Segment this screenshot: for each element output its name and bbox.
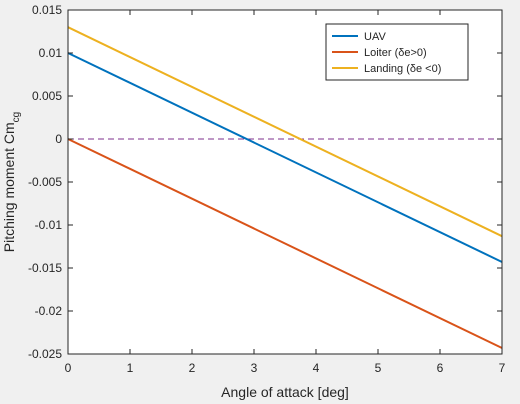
axis-ticks: 0 1 2 3 4 5 6 7 0.015 0.01 0.005 0 -0.005 -0.01 -0.015… [28, 3, 506, 375]
legend: UAV Loiter (δe>0) Landing (δe <0) [325, 23, 469, 81]
series-lines [67, 26, 503, 349]
y-tick-label: 0.015 [32, 3, 62, 17]
y-tick-label: -0.005 [28, 175, 62, 189]
x-tick-label: 7 [499, 361, 506, 375]
legend-label-2: Loiter (δe>0) [364, 47, 427, 59]
x-tick-label: 0 [65, 361, 72, 375]
y-tick-label: -0.025 [28, 347, 62, 361]
y-tick-label: -0.015 [28, 261, 62, 275]
series-line-2 [67, 138, 503, 349]
legend-label-1: UAV [364, 31, 386, 43]
x-tick-label: 1 [127, 361, 134, 375]
y-tick-label: -0.01 [35, 218, 63, 232]
y-axis-label-subscript: cg [11, 112, 22, 123]
x-axis-label: Angle of attack [deg] [221, 384, 349, 400]
y-axis-label-main: Pitching moment Cm [1, 122, 17, 252]
y-axis-label: Pitching moment Cmcg [1, 112, 22, 253]
x-tick-label: 5 [375, 361, 382, 375]
x-tick-label: 4 [313, 361, 320, 375]
y-tick-label: 0.01 [39, 46, 63, 60]
y-tick-label: 0.005 [32, 89, 62, 103]
series-line-1 [67, 52, 503, 263]
y-tick-label: 0 [55, 132, 62, 146]
x-tick-label: 6 [437, 361, 444, 375]
series-line-3 [67, 26, 503, 238]
x-tick-label: 2 [189, 361, 196, 375]
legend-label-3: Landing (δe <0) [364, 63, 441, 75]
x-tick-label: 3 [251, 361, 258, 375]
y-tick-label: -0.02 [35, 304, 63, 318]
